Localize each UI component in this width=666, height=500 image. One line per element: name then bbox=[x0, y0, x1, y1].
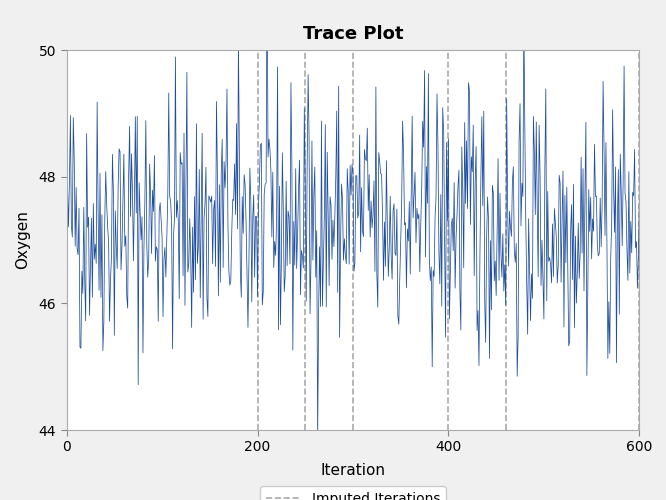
Legend: Imputed Iterations: Imputed Iterations bbox=[260, 486, 446, 500]
Title: Trace Plot: Trace Plot bbox=[303, 25, 403, 43]
X-axis label: Iteration: Iteration bbox=[320, 463, 386, 478]
Y-axis label: Oxygen: Oxygen bbox=[15, 210, 30, 270]
